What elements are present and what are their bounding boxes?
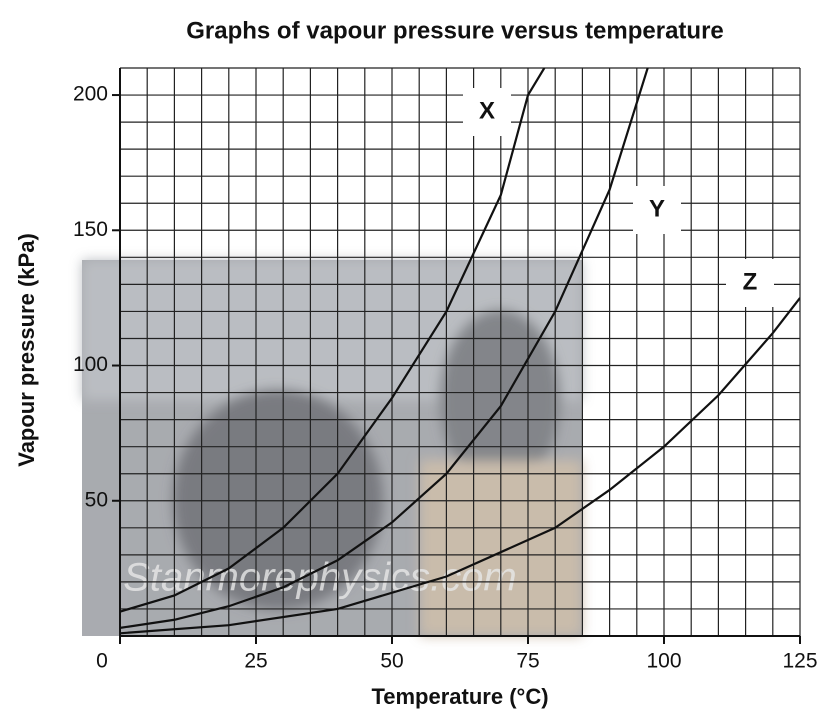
watermark: Stanmorephysics.com: [123, 556, 516, 600]
x-tick-label: 125: [782, 650, 817, 673]
y-tick-label: 100: [73, 353, 108, 376]
y-axis-label: Vapour pressure (kPa): [14, 233, 39, 467]
series-label: Z: [743, 268, 758, 295]
x-tick-label: 25: [244, 650, 267, 673]
x-tick-label: 75: [516, 650, 539, 673]
x-tick-label: 0: [96, 650, 108, 673]
chart: Stanmorephysics.com Graphs of vapour pre…: [0, 0, 827, 713]
chart-title: Graphs of vapour pressure versus tempera…: [186, 17, 724, 44]
x-tick-label: 100: [646, 650, 681, 673]
y-tick-label: 150: [73, 218, 108, 241]
series-label: Y: [649, 195, 665, 222]
x-tick-label: 50: [380, 650, 403, 673]
x-axis-label: Temperature (°C): [371, 684, 548, 709]
y-tick-label: 200: [73, 83, 108, 106]
y-tick-label: 50: [85, 488, 108, 511]
series-label: X: [479, 97, 495, 124]
